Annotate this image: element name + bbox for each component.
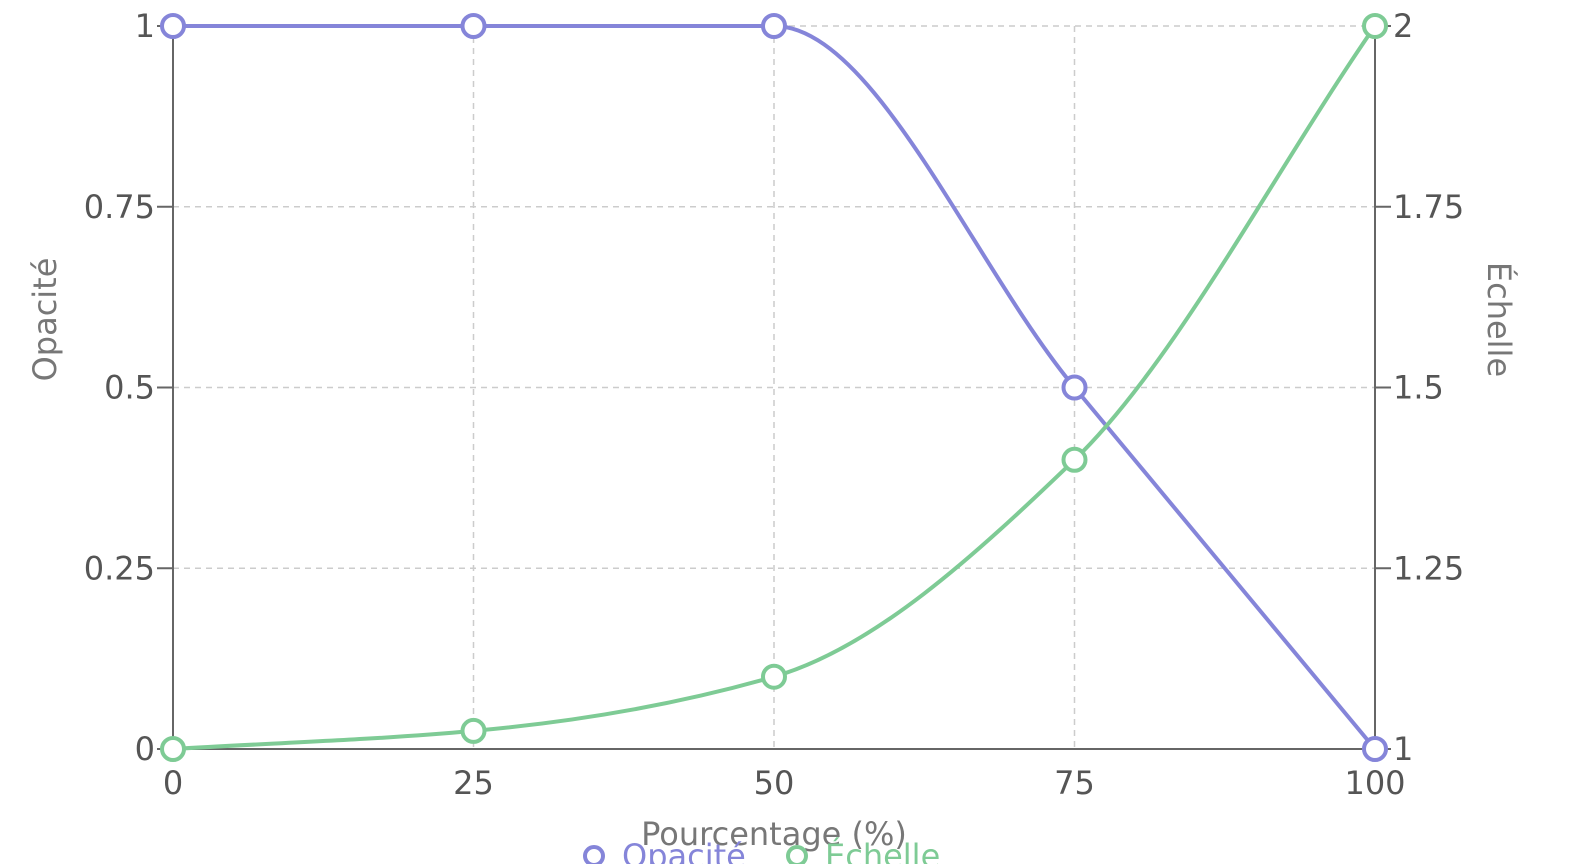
series-layer xyxy=(160,13,1388,762)
y2-tick-label: 2 xyxy=(1393,7,1413,45)
legend-marker-opacite xyxy=(583,845,605,864)
data-point-echelle xyxy=(460,717,487,744)
series-opacite xyxy=(160,13,1388,762)
x-tick-label: 50 xyxy=(754,764,795,802)
axes: 0 0.25 0.5 0.75 1 1 1.25 1.5 1.75 2 0 25 50 75 100 xyxy=(84,7,1465,802)
x-tick-label: 25 xyxy=(453,764,494,802)
data-point-echelle xyxy=(1061,446,1088,473)
y2-axis-title: Échelle xyxy=(1480,262,1518,377)
legend-marker-echelle xyxy=(786,845,808,864)
data-point-echelle xyxy=(761,663,787,690)
y2-tick-label: 1.75 xyxy=(1393,188,1464,226)
y-axis-title: Opacité xyxy=(26,258,64,382)
data-point-opacite xyxy=(1061,374,1088,401)
x-tick-label: 75 xyxy=(1054,764,1095,802)
legend-item-echelle[interactable]: Échelle xyxy=(786,837,940,864)
data-point-echelle xyxy=(1362,13,1388,39)
y2-tick-label: 1.25 xyxy=(1393,549,1464,587)
data-point-opacite xyxy=(761,13,787,39)
x-tick-label: 0 xyxy=(163,764,183,802)
legend-label-opacite: Opacité xyxy=(622,837,746,864)
data-point-opacite xyxy=(460,13,487,39)
x-tick-label: 100 xyxy=(1344,764,1405,802)
data-point-opacite xyxy=(1362,736,1388,762)
series-echelle xyxy=(160,13,1388,762)
series-line-echelle xyxy=(171,24,1377,751)
y2-tick-label: 1.5 xyxy=(1393,369,1444,407)
y-tick-label: 0.25 xyxy=(84,549,155,587)
y2-tick-label: 1 xyxy=(1393,730,1413,768)
x-axis-title: Pourcentage (%) xyxy=(641,815,907,853)
legend-item-opacite[interactable]: Opacité xyxy=(583,837,746,864)
y-tick-label: 0.5 xyxy=(104,369,155,407)
data-point-echelle xyxy=(160,736,186,762)
legend: Opacité Échelle xyxy=(583,837,940,864)
series-line-opacite xyxy=(171,23,1377,751)
y-tick-label: 0 xyxy=(135,730,155,768)
grid xyxy=(173,25,1375,750)
data-point-opacite xyxy=(160,13,186,39)
y-tick-label: 1 xyxy=(135,7,155,45)
legend-label-echelle: Échelle xyxy=(825,837,940,864)
y-tick-label: 0.75 xyxy=(84,188,155,226)
